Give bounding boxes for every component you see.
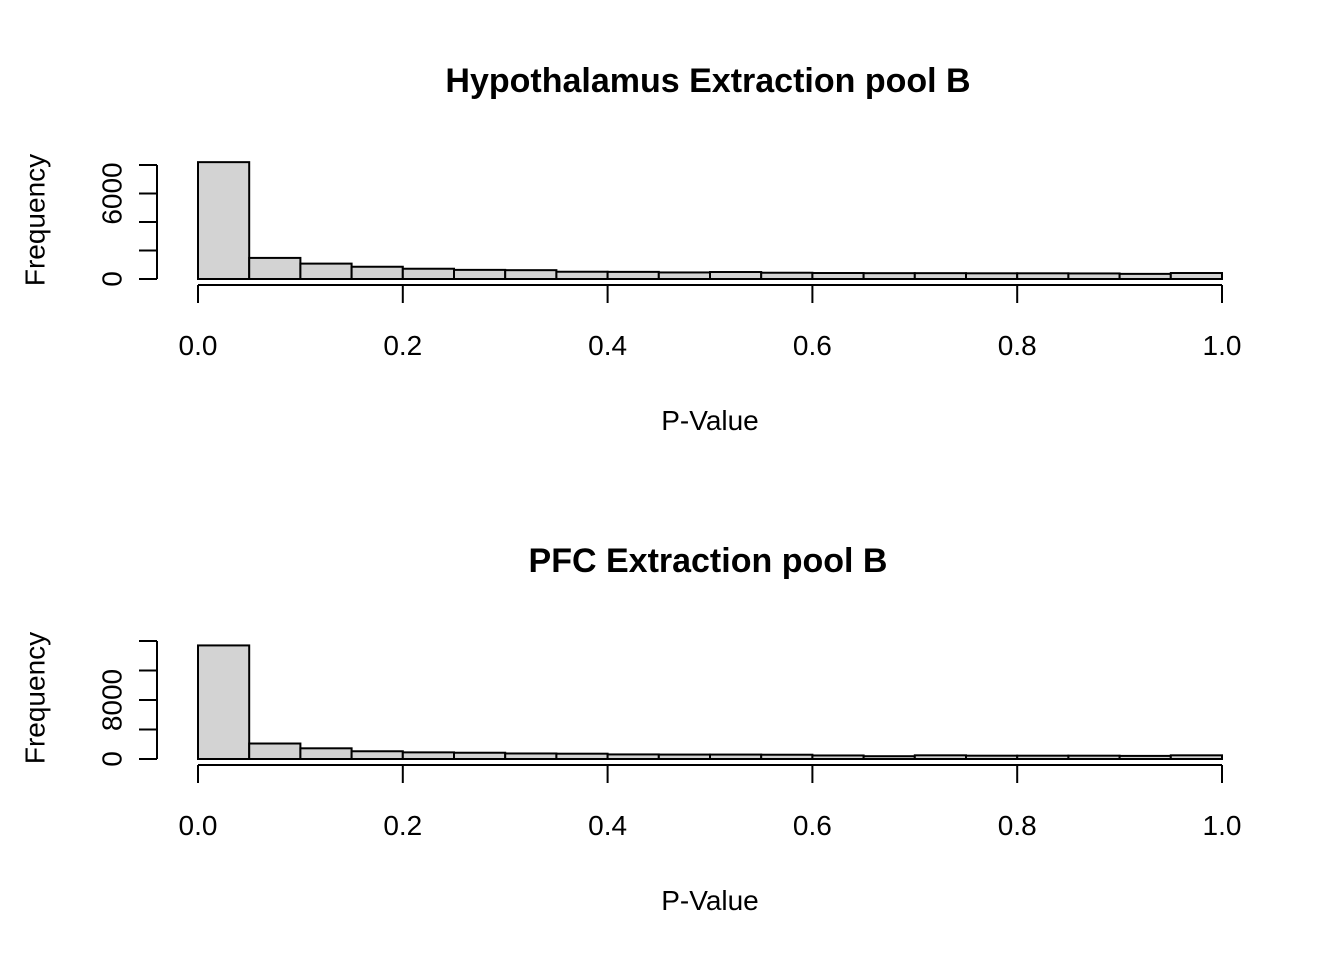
histogram-bar xyxy=(1016,272,1070,280)
x-tick-label: 0.6 xyxy=(793,330,832,361)
histogram-bar xyxy=(504,752,558,760)
histogram-bar xyxy=(1118,272,1172,280)
histogram-bar xyxy=(555,270,609,281)
histogram-bar xyxy=(606,270,660,280)
histogram-bar xyxy=(504,269,558,281)
chart-title: PFC Extraction pool B xyxy=(529,542,888,580)
x-tick-label: 1.0 xyxy=(1203,810,1242,841)
histogram-bar xyxy=(606,753,660,760)
histogram-bar xyxy=(350,750,404,760)
histogram-bar xyxy=(1169,272,1224,281)
histogram-bar xyxy=(350,265,404,280)
x-tick-label: 0.6 xyxy=(793,810,832,841)
x-axis-label: P-Value xyxy=(661,885,759,916)
histogram-bar xyxy=(862,272,916,281)
x-axis-label: P-Value xyxy=(661,405,759,436)
y-tick-label: 0 xyxy=(97,271,128,287)
x-tick-label: 0.2 xyxy=(383,330,422,361)
histogram-bar xyxy=(709,753,763,761)
histogram-bar xyxy=(913,754,967,760)
y-tick-label: 8000 xyxy=(97,669,128,731)
histogram-bar xyxy=(299,747,353,761)
y-tick-label: 0 xyxy=(97,751,128,767)
histogram-bar xyxy=(453,751,507,761)
x-tick-label: 0.8 xyxy=(998,330,1037,361)
chart-title: Hypothalamus Extraction pool B xyxy=(445,62,970,100)
histogram-bar xyxy=(248,256,302,281)
y-axis-label: Frequency xyxy=(20,154,51,286)
histogram-bar xyxy=(811,754,865,761)
x-tick-label: 0.0 xyxy=(179,810,218,841)
histogram-bar xyxy=(1169,754,1224,760)
y-axis-label: Frequency xyxy=(20,632,51,764)
histogram-panel-pfc: PFC Extraction pool B 0.0 0.2 0.4 0.6 0.8 1.0 P… xyxy=(20,542,1242,916)
x-tick-label: 0.8 xyxy=(998,810,1037,841)
histogram-bar xyxy=(657,271,711,281)
histogram-bar xyxy=(760,753,814,760)
histogram-bar xyxy=(1118,754,1172,761)
histogram-bar xyxy=(913,272,967,281)
histogram-bar xyxy=(197,644,251,760)
histogram-bar xyxy=(1067,754,1121,761)
x-tick-label: 0.0 xyxy=(179,330,218,361)
histogram-bar xyxy=(401,267,455,280)
histogram-bar xyxy=(811,272,865,281)
histogram-panel-hypothalamus: Hypothalamus Extraction pool B 0.0 0.2 0.4 0… xyxy=(20,62,1242,436)
x-tick-label: 0.2 xyxy=(383,810,422,841)
histogram-bar xyxy=(197,161,251,280)
x-tick-label: 0.4 xyxy=(588,810,627,841)
histogram-bar xyxy=(709,271,763,280)
histogram-bar xyxy=(401,751,455,760)
histogram-bar xyxy=(760,271,814,281)
histogram-bar xyxy=(555,752,609,761)
histogram-bar xyxy=(965,272,1019,280)
y-tick-label: 6000 xyxy=(97,162,128,224)
histogram-bar xyxy=(453,268,507,281)
histogram-bar xyxy=(1067,272,1121,281)
histogram-bar xyxy=(248,742,302,761)
histogram-bar xyxy=(657,753,711,761)
histogram-bar xyxy=(965,754,1019,761)
histogram-bar xyxy=(299,262,353,280)
histogram-bar xyxy=(1016,754,1070,761)
x-tick-label: 0.4 xyxy=(588,330,627,361)
histogram-bar xyxy=(862,755,916,761)
x-tick-label: 1.0 xyxy=(1203,330,1242,361)
